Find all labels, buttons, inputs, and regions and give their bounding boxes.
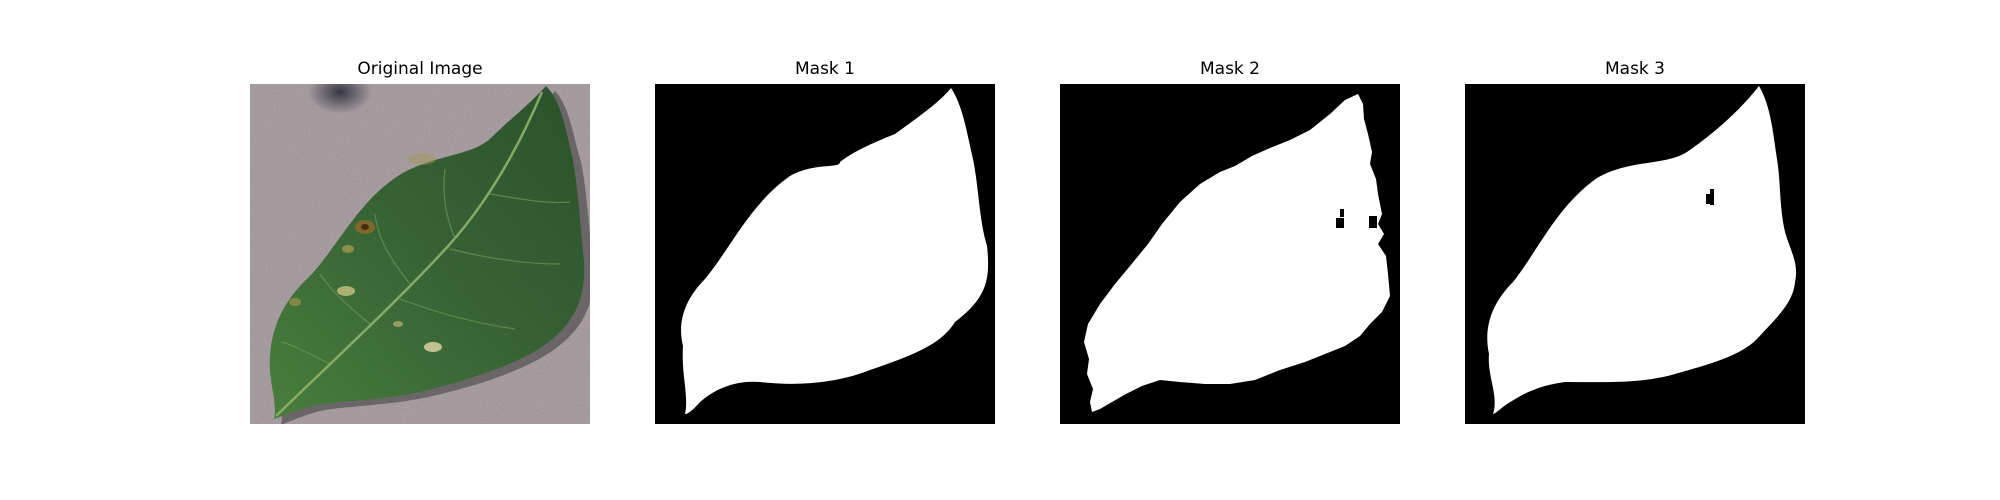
original-leaf-photo	[250, 84, 590, 424]
mask-3-image	[1465, 84, 1805, 424]
mask-1-image	[655, 84, 995, 424]
panel-title: Mask 2	[1199, 59, 1260, 79]
panel-title: Original Image	[357, 59, 483, 79]
panel-title: Mask 1	[794, 59, 855, 79]
panel-title: Mask 3	[1604, 59, 1665, 79]
mask-2-image	[1060, 84, 1400, 424]
